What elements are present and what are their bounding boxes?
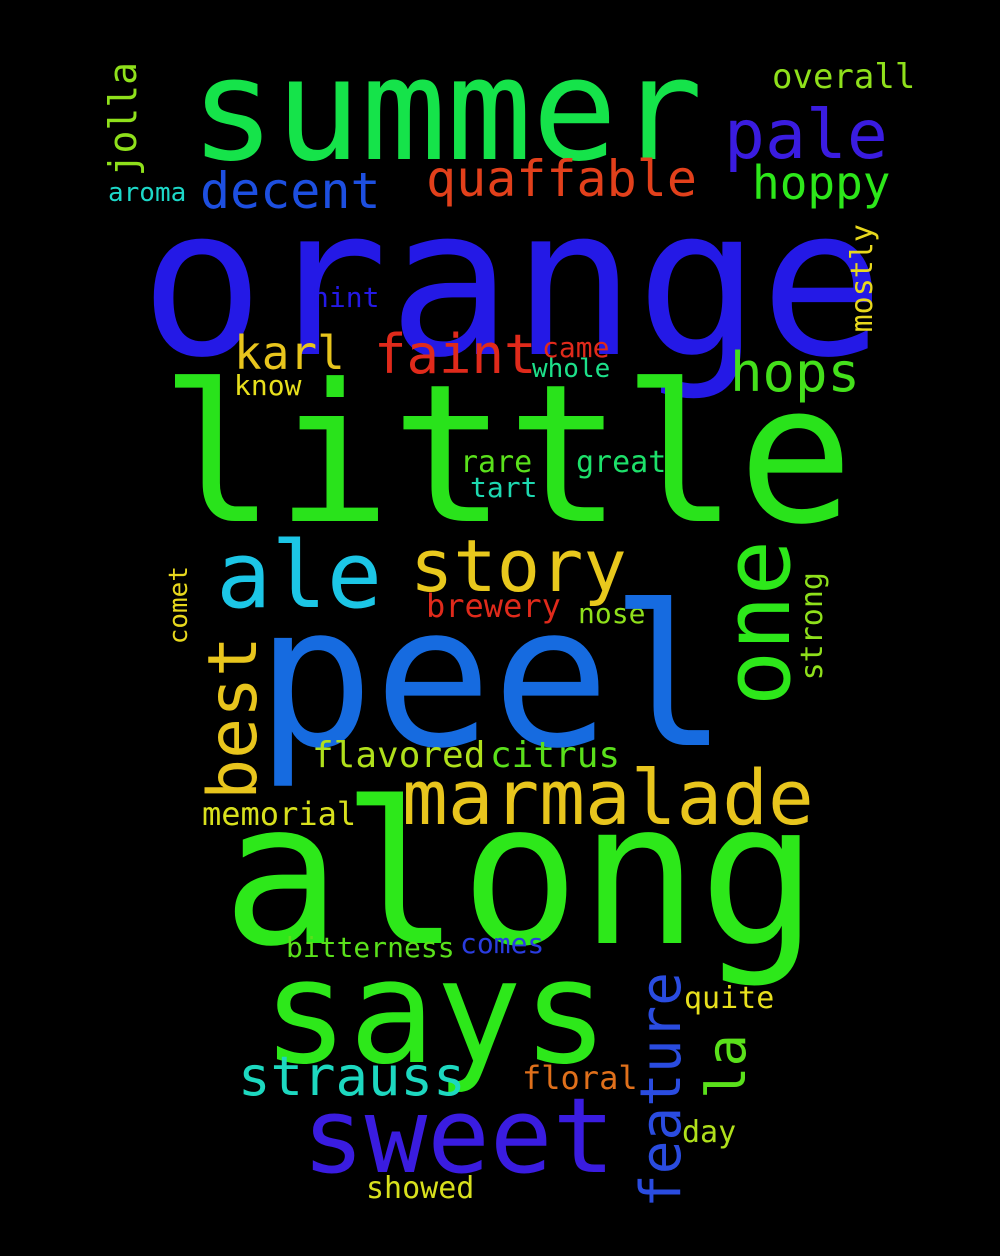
word-rare: rare xyxy=(460,445,533,480)
word-hint: hint xyxy=(312,281,380,314)
word-peel: peel xyxy=(256,564,729,792)
word-marmalade: marmalade xyxy=(402,753,814,842)
word-comes: comes xyxy=(460,927,545,960)
word-strong: strong xyxy=(795,572,830,681)
word-karl: karl xyxy=(234,326,345,380)
word-jolla: jolla xyxy=(101,62,145,177)
word-summer: summer xyxy=(190,28,703,193)
word-quaffable: quaffable xyxy=(426,150,697,208)
word-sweet: sweet xyxy=(302,1075,616,1197)
word-feature: feature xyxy=(629,972,694,1209)
word-says: says xyxy=(262,928,609,1096)
word-quite: quite xyxy=(684,981,775,1016)
word-mostly: mostly xyxy=(845,224,880,333)
word-memorial: memorial xyxy=(202,795,357,833)
word-comet: comet xyxy=(164,566,194,645)
word-orange: orange xyxy=(140,163,885,403)
word-whole: whole xyxy=(532,354,611,384)
word-floral: floral xyxy=(522,1059,638,1097)
word-citrus: citrus xyxy=(490,735,621,776)
word-faint: faint xyxy=(374,323,537,386)
word-tart: tart xyxy=(470,471,538,504)
word-showed: showed xyxy=(366,1171,475,1206)
word-great: great xyxy=(576,445,667,480)
word-pale: pale xyxy=(724,96,888,175)
word-flavored: flavored xyxy=(312,735,486,776)
word-hops: hops xyxy=(730,341,861,404)
word-story: story xyxy=(410,524,627,608)
word-bitterness: bitterness xyxy=(286,931,455,964)
word-little: little xyxy=(160,344,854,567)
word-came: came xyxy=(542,331,610,364)
word-along: along xyxy=(222,759,819,990)
word-day: day xyxy=(682,1115,737,1150)
word-know: know xyxy=(234,369,302,402)
word-ale: ale xyxy=(216,522,383,629)
word-la: la xyxy=(695,1034,758,1100)
word-nose: nose xyxy=(578,597,646,630)
word-overall: overall xyxy=(772,57,916,97)
word-hoppy: hoppy xyxy=(752,156,891,210)
word-strauss: strauss xyxy=(238,1045,466,1108)
word-brewery: brewery xyxy=(426,587,561,625)
word-decent: decent xyxy=(200,162,381,220)
word-aroma: aroma xyxy=(108,178,187,208)
